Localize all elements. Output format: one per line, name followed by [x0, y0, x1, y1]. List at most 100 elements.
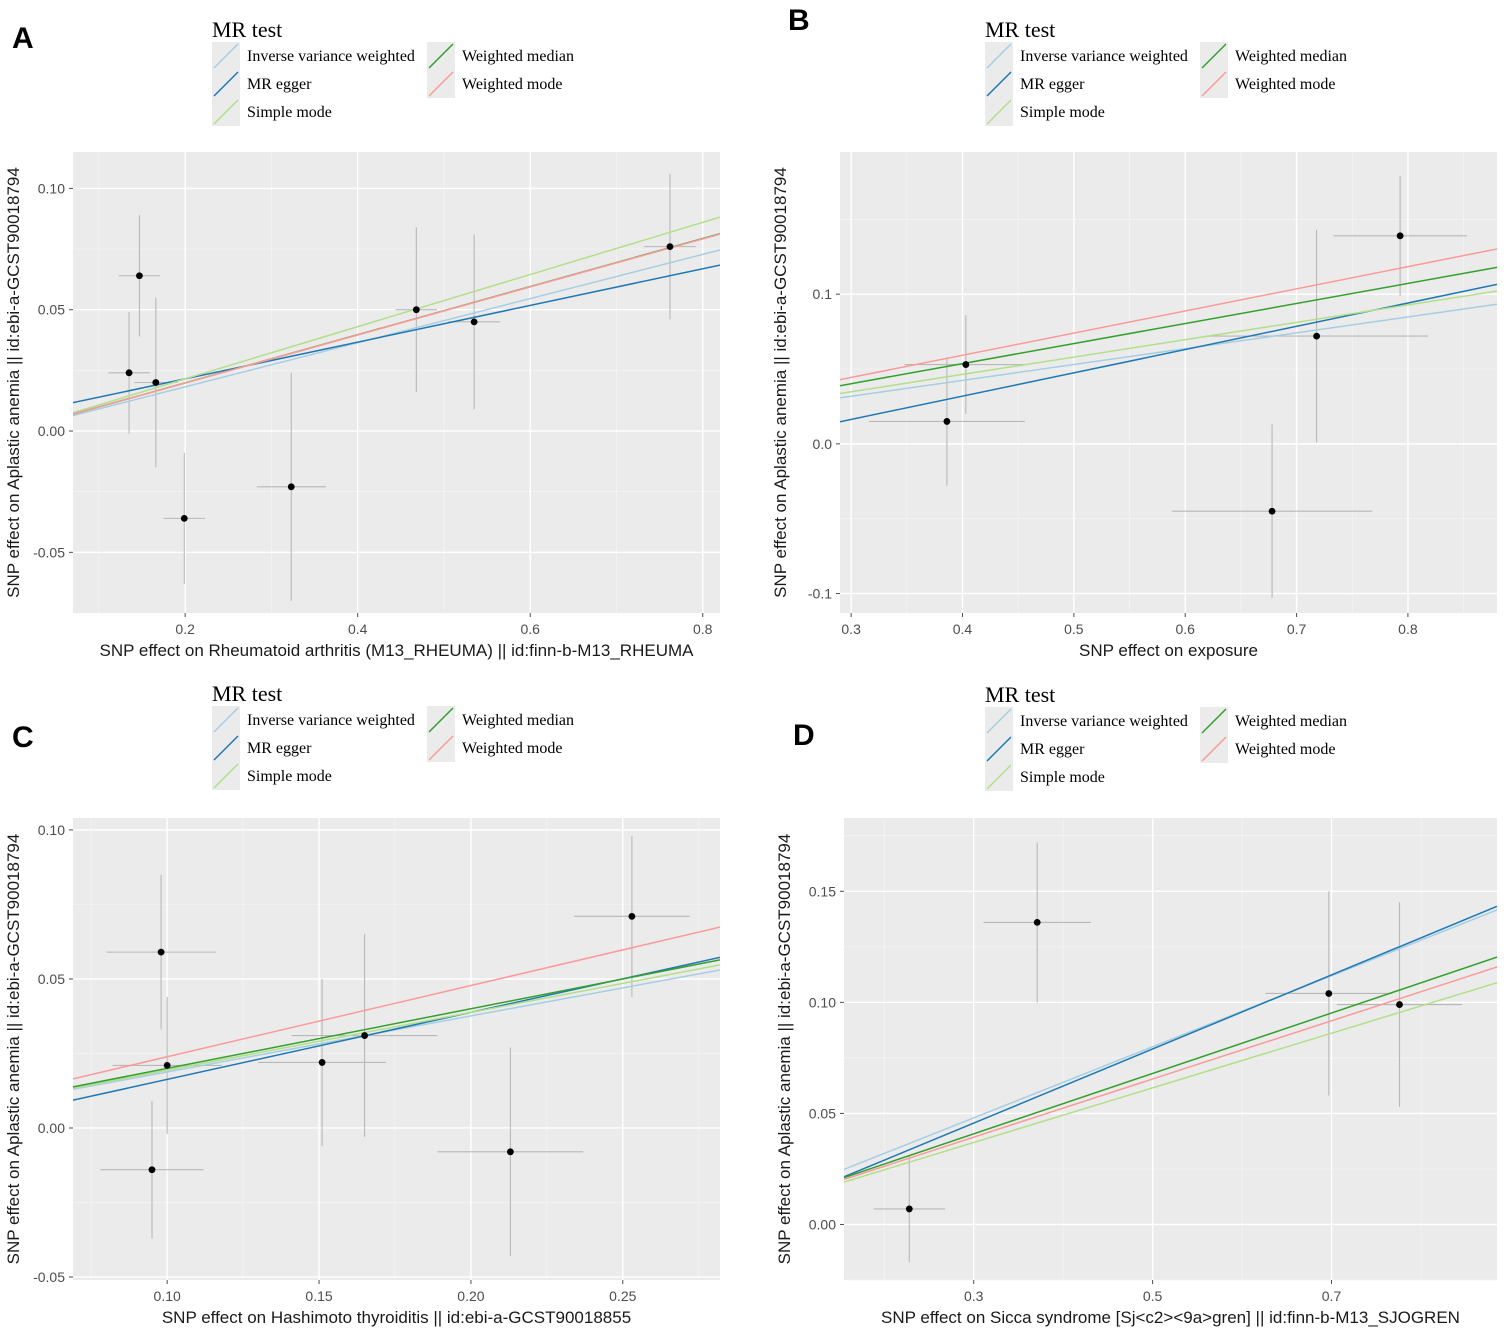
legend-item: Weighted median: [427, 42, 574, 70]
y-tick-label: 0.00: [38, 1120, 65, 1136]
legend-key-line: [428, 43, 454, 69]
data-point: [1396, 232, 1404, 240]
panel-a: A MR test Inverse variance weighted MR egge…: [4, 17, 720, 660]
legend-item: Weighted mode: [1200, 735, 1335, 763]
x-tick-label: 0.3: [841, 621, 861, 637]
data-point: [1268, 507, 1276, 515]
legend-key-line: [428, 71, 454, 97]
x-tick-label: 0.6: [1175, 621, 1195, 637]
legend-key-line: [986, 764, 1012, 790]
y-axis-title: SNP effect on Aplastic anemia || id:ebi-…: [4, 834, 23, 1265]
fit-line-inverse-variance-weighted: [840, 303, 1497, 399]
legend-item: Inverse variance weighted: [985, 707, 1188, 735]
legend-label: Weighted mode: [1235, 741, 1335, 758]
legend-item: Weighted mode: [427, 734, 562, 762]
fit-line-weighted-mode: [844, 966, 1497, 1181]
y-axis-title: SNP effect on Aplastic anemia || id:ebi-…: [771, 167, 790, 598]
legend-key-line: [428, 707, 454, 733]
data-point: [1033, 918, 1041, 926]
legend-item: MR egger: [985, 70, 1085, 98]
legend-item: Weighted mode: [427, 70, 562, 98]
fit-line-weighted-median: [844, 956, 1497, 1179]
data-point: [157, 948, 165, 956]
y-tick-label: 0.05: [38, 302, 65, 318]
legend-title: MR test: [212, 681, 282, 706]
y-axis-title: SNP effect on Aplastic anemia || id:ebi-…: [4, 167, 23, 598]
legend-item: Simple mode: [985, 763, 1105, 791]
x-tick-label: 0.7: [1322, 1288, 1342, 1304]
legend-label: MR egger: [247, 740, 312, 757]
legend-label: Simple mode: [247, 104, 332, 121]
legend-key-line: [1201, 736, 1227, 762]
y-tick-label: 0.00: [38, 423, 65, 439]
y-axis-title: SNP effect on Aplastic anemia || id:ebi-…: [775, 834, 794, 1265]
y-tick-label: 0.10: [38, 822, 65, 838]
y-tick-label: -0.05: [33, 1269, 65, 1285]
fit-line-mr-egger: [844, 905, 1497, 1178]
legend-label: Inverse variance weighted: [1020, 713, 1188, 730]
data-point: [318, 1059, 326, 1066]
x-tick-label: 0.5: [1143, 1288, 1163, 1304]
plot-background: [844, 818, 1497, 1280]
legend: MR test Inverse variance weighted MR egger…: [985, 17, 1347, 126]
legend-label: Weighted mode: [462, 740, 562, 757]
data-point: [148, 1166, 156, 1174]
legend-key-line: [213, 707, 239, 733]
fit-line-simple-mode: [840, 290, 1497, 395]
legend-label: Weighted median: [1235, 48, 1347, 65]
legend-key-line: [213, 43, 239, 69]
fit-line-weighted-median: [840, 266, 1497, 387]
legend-key-line: [986, 708, 1012, 734]
x-tick-label: 0.20: [457, 1288, 484, 1304]
data-point: [666, 243, 674, 251]
legend-item: Simple mode: [985, 98, 1105, 126]
x-tick-label: 0.7: [1287, 621, 1307, 637]
fit-line-weighted-mode: [840, 248, 1497, 381]
plot-area: [840, 175, 1497, 599]
legend-label: Simple mode: [247, 768, 332, 785]
panel-b: B MR test Inverse variance weighted MR egge…: [771, 4, 1497, 660]
legend-title: MR test: [985, 682, 1055, 707]
y-tick-label: -0.05: [33, 544, 65, 560]
y-tick-label: 0.15: [809, 883, 836, 899]
legend-label: Inverse variance weighted: [1020, 48, 1188, 65]
panel-letter: C: [12, 721, 34, 754]
plot-background: [73, 818, 720, 1280]
legend-item: Simple mode: [212, 98, 332, 126]
data-point: [943, 418, 951, 425]
fit-line-weighted-median: [73, 959, 720, 1088]
legend-key-line: [986, 71, 1012, 97]
panel-letter: B: [788, 4, 810, 37]
x-tick-label: 0.4: [953, 621, 973, 637]
legend-label: Simple mode: [1020, 769, 1105, 786]
data-point: [962, 361, 970, 368]
data-point: [412, 306, 420, 314]
legend-key-line: [428, 735, 454, 761]
x-tick-label: 0.5: [1064, 621, 1084, 637]
fit-line-inverse-variance-weighted: [73, 969, 720, 1091]
legend-label: Weighted mode: [462, 76, 562, 93]
legend-item: Simple mode: [212, 762, 332, 790]
y-tick-label: 0.00: [809, 1216, 836, 1232]
legend-title: MR test: [212, 17, 282, 42]
legend-label: Inverse variance weighted: [247, 48, 415, 65]
plot-area: [73, 173, 720, 601]
legend: MR test Inverse variance weighted MR egger…: [985, 682, 1347, 791]
fit-line-inverse-variance-weighted: [844, 909, 1497, 1171]
legend: MR test Inverse variance weighted MR egger…: [212, 17, 574, 126]
legend-key-line: [213, 763, 239, 789]
legend-key-line: [1201, 71, 1227, 97]
x-tick-label: 0.25: [609, 1288, 636, 1304]
y-tick-label: 0.1: [813, 286, 833, 302]
legend-key-line: [986, 99, 1012, 125]
x-axis-title: SNP effect on exposure: [1079, 641, 1258, 660]
legend-label: Weighted median: [462, 48, 574, 65]
legend-key-line: [213, 71, 239, 97]
legend-item: MR egger: [212, 734, 312, 762]
legend-label: Inverse variance weighted: [247, 712, 415, 729]
data-point: [361, 1032, 369, 1039]
legend-label: MR egger: [247, 76, 312, 93]
y-tick-label: 0.10: [809, 994, 836, 1010]
data-point: [470, 318, 478, 326]
